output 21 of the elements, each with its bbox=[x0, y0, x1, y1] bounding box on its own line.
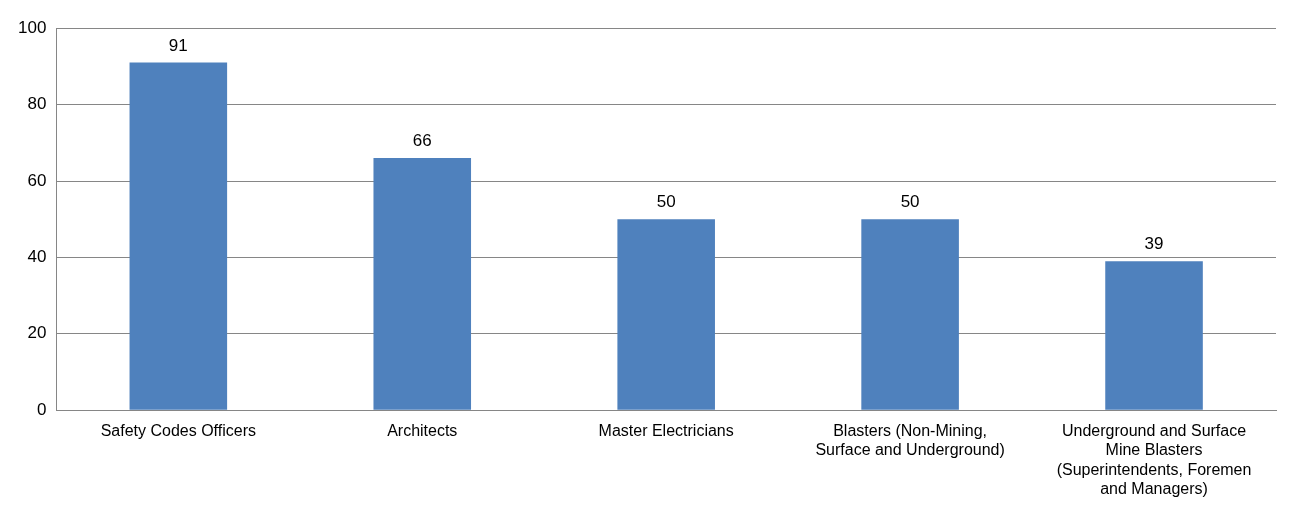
x-tick-label: Safety Codes Officers bbox=[100, 422, 256, 440]
data-label: 50 bbox=[656, 192, 676, 212]
y-tick-label: 20 bbox=[27, 323, 47, 343]
y-tick-label: 80 bbox=[27, 94, 47, 114]
y-tick-label: 60 bbox=[27, 170, 47, 190]
y-tick-label: 100 bbox=[17, 17, 47, 37]
data-label: 50 bbox=[900, 192, 920, 212]
bar bbox=[861, 219, 959, 410]
bar bbox=[1105, 261, 1203, 410]
x-tick-label: Blasters (Non-Mining, Surface and Underground) bbox=[815, 422, 1005, 459]
x-tick-label: Master Electricians bbox=[598, 422, 734, 440]
y-tick-label: 40 bbox=[27, 247, 47, 267]
data-label: 39 bbox=[1144, 234, 1164, 254]
bar bbox=[129, 62, 228, 410]
data-label: 66 bbox=[412, 131, 432, 151]
x-tick-label: Underground and Surface Mine Blasters (Superintendents, Foremen and Managers) bbox=[1056, 422, 1252, 497]
bar bbox=[617, 219, 715, 410]
x-tick-label: Architects bbox=[387, 422, 458, 440]
y-tick-label: 0 bbox=[36, 399, 47, 419]
data-label: 91 bbox=[168, 35, 188, 55]
bar bbox=[373, 158, 472, 410]
